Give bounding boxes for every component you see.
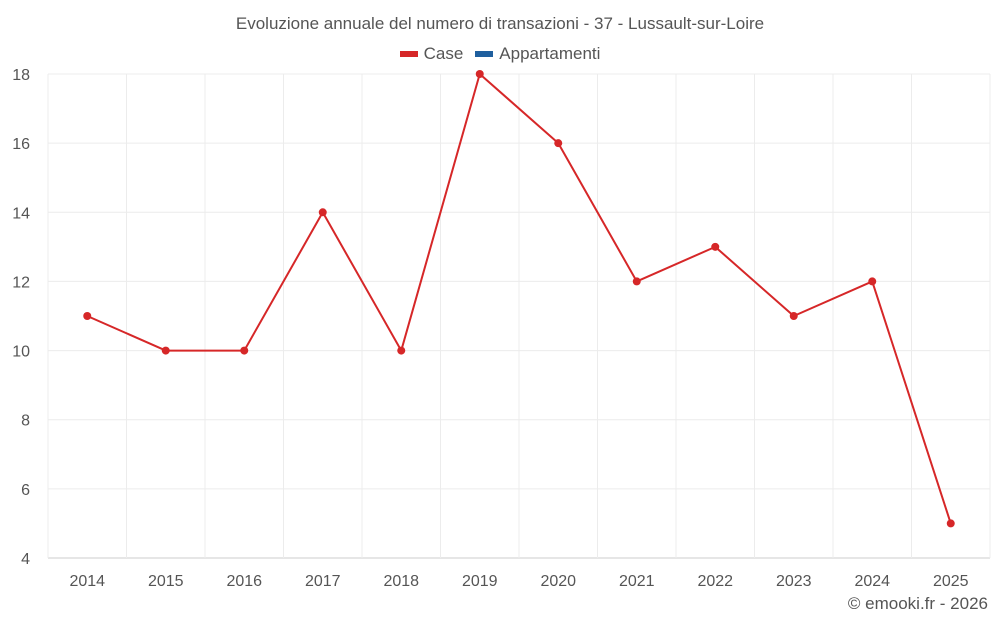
x-tick-label: 2025 — [933, 573, 969, 590]
legend: Case Appartamenti — [0, 44, 1000, 64]
data-point — [318, 208, 327, 217]
data-point — [632, 277, 641, 286]
y-tick-label: 12 — [12, 274, 30, 291]
legend-swatch-appartamenti — [475, 51, 494, 57]
legend-item-appartamenti[interactable]: Appartamenti — [475, 44, 600, 64]
data-point — [868, 277, 877, 286]
legend-swatch-case — [399, 51, 418, 57]
x-tick-label: 2015 — [148, 573, 184, 590]
data-point — [161, 346, 170, 355]
x-tick-label: 2021 — [619, 573, 655, 590]
data-point — [789, 312, 798, 320]
x-tick-label: 2018 — [383, 573, 419, 590]
legend-item-case[interactable]: Case — [399, 44, 464, 64]
x-tick-label: 2019 — [462, 573, 498, 590]
data-point — [711, 242, 720, 251]
y-tick-label: 16 — [12, 136, 30, 153]
y-tick-label: 14 — [12, 205, 30, 222]
legend-label-case: Case — [423, 44, 464, 63]
credit-text: © emooki.fr - 2026 — [847, 594, 988, 613]
x-tick-label: 2023 — [776, 573, 812, 590]
x-tick-label: 2016 — [226, 573, 262, 590]
data-point — [946, 519, 955, 528]
y-tick-label: 6 — [21, 482, 30, 499]
x-tick-label: 2024 — [854, 573, 890, 590]
y-tick-label: 18 — [12, 67, 30, 84]
legend-label-appartamenti: Appartamenti — [499, 44, 601, 63]
y-tick-label: 10 — [12, 344, 30, 361]
x-tick-label: 2022 — [697, 573, 733, 590]
x-tick-label: 2020 — [540, 573, 576, 590]
data-point — [397, 346, 406, 355]
data-point — [240, 346, 249, 355]
data-point — [475, 70, 484, 78]
series-line-case — [86, 73, 952, 524]
data-point — [83, 312, 92, 320]
data-point — [554, 139, 563, 148]
y-tick-label: 8 — [21, 413, 30, 430]
x-tick-label: 2017 — [305, 573, 341, 590]
chart-title: Evoluzione annuale del numero di transaz… — [235, 14, 765, 33]
x-tick-label: 2014 — [69, 573, 105, 590]
y-tick-label: 4 — [21, 551, 30, 568]
